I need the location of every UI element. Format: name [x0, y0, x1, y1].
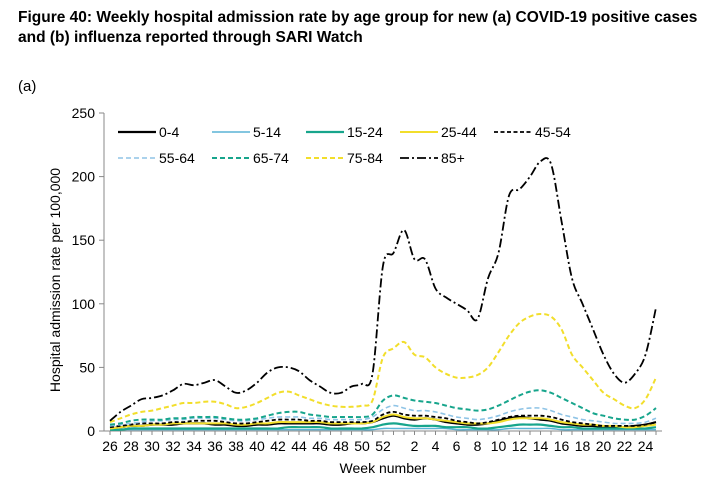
x-tick-label: 26 [102, 438, 118, 454]
legend-label-65-74: 65-74 [253, 150, 289, 166]
x-tick-label: 44 [291, 438, 307, 454]
x-tick-label: 46 [312, 438, 328, 454]
legend-label-85+: 85+ [441, 150, 465, 166]
x-tick-label: 28 [123, 438, 139, 454]
series-line-45-54 [109, 411, 657, 429]
x-tick-label: 42 [270, 438, 286, 454]
panel-label: (a) [18, 78, 37, 95]
x-tick-label: 16 [554, 438, 570, 454]
x-tick-label: 4 [432, 438, 440, 454]
x-tick-label: 48 [333, 438, 349, 454]
legend-label-45-54: 45-54 [535, 124, 571, 140]
legend-label-25-44: 25-44 [441, 124, 477, 140]
x-tick-label: 22 [617, 438, 633, 454]
figure-title: Figure 40: Weekly hospital admission rat… [18, 9, 698, 46]
series-layer [109, 157, 657, 431]
series-line-5-14 [110, 427, 656, 431]
x-tick-label: 34 [186, 438, 202, 454]
x-tick-label: 20 [596, 438, 612, 454]
x-tick-label: 2 [411, 438, 419, 454]
x-tick-label: 18 [575, 438, 591, 454]
x-tick-label: 6 [453, 438, 461, 454]
legend-label-75-84: 75-84 [347, 150, 383, 166]
y-tick-label: 150 [72, 232, 96, 248]
series-line-75-84 [109, 313, 657, 424]
x-tick-label: 38 [228, 438, 244, 454]
y-tick-label: 100 [72, 296, 96, 312]
legend-label-0-4: 0-4 [159, 124, 179, 140]
series-line-15-24 [109, 422, 657, 431]
x-tick-label: 24 [638, 438, 654, 454]
x-tick-label: 52 [375, 438, 391, 454]
y-tick-label: 200 [72, 169, 96, 185]
chart-legend: 0-4 5-14 15-24 25-44 45-54 55-64 65-74 75-84 85+ [118, 124, 571, 166]
x-axis-title: Week number [340, 460, 427, 476]
y-tick-label: 0 [87, 423, 95, 439]
y-axis-title: Hospital admission rate per 100,000 [47, 168, 63, 392]
x-tick-label: 36 [207, 438, 223, 454]
legend-label-15-24: 15-24 [347, 124, 383, 140]
legend-label-55-64: 55-64 [159, 150, 195, 166]
x-tick-label: 10 [491, 438, 507, 454]
y-tick-label: 250 [72, 105, 96, 121]
x-tick-label: 32 [165, 438, 181, 454]
series-line-85+ [109, 157, 657, 422]
x-tick-label: 12 [512, 438, 528, 454]
x-tick-label: 30 [144, 438, 160, 454]
legend-label-5-14: 5-14 [253, 124, 281, 140]
series-line-55-64 [109, 404, 657, 427]
x-tick-label: 40 [249, 438, 265, 454]
series-line-25-44 [109, 413, 657, 430]
x-tick-label: 8 [474, 438, 482, 454]
x-tick-label: 14 [533, 438, 549, 454]
series-line-65-74 [109, 389, 657, 426]
x-tick-label: 50 [354, 438, 370, 454]
y-tick-label: 50 [79, 359, 95, 375]
